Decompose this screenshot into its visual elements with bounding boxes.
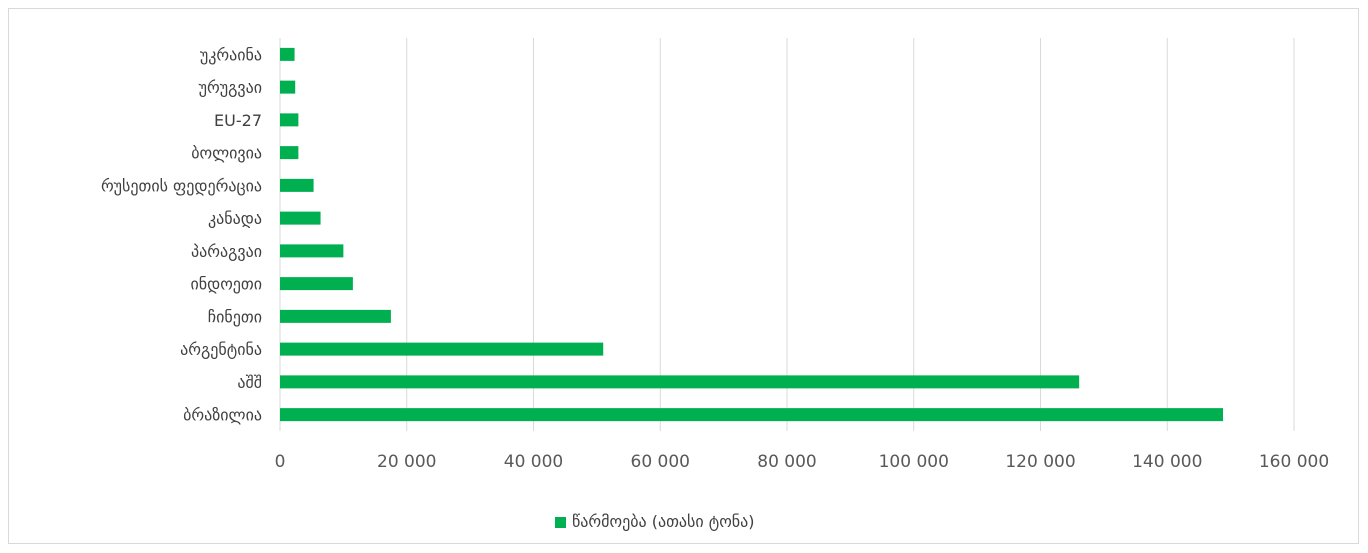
category-label: კანადა [208, 209, 262, 228]
category-label: არგენტინა [180, 340, 262, 359]
category-label: აშშ [237, 373, 262, 392]
x-tick-label: 0 [275, 452, 286, 472]
bar [280, 211, 321, 225]
legend: წარმოება (ათასი ტონა) [555, 512, 755, 531]
bar-chart: ბრაზილია აშშ არგენტინა ჩინეთი ინდოეთი პარაგვა… [101, 38, 1330, 531]
x-tick-label: 160 000 [1259, 452, 1329, 472]
bar [280, 146, 299, 160]
bar [280, 342, 604, 356]
category-label: უკრაინა [200, 45, 262, 64]
category-label: ჩინეთი [208, 307, 262, 326]
bar [280, 178, 314, 192]
category-label: EU-27 [214, 111, 262, 130]
category-label: ბოლივია [191, 144, 262, 163]
chart-area: ბრაზილია აშშ არგენტინა ჩინეთი ინდოეთი პარაგვა… [8, 8, 1359, 544]
x-tick-label: 120 000 [1005, 452, 1075, 472]
bars [280, 47, 1224, 422]
category-label: რუსეთის ფედერაცია [101, 176, 262, 195]
category-label: ურუგვაი [199, 78, 262, 97]
category-axis: ბრაზილია აშშ არგენტინა ჩინეთი ინდოეთი პარაგვა… [101, 45, 262, 424]
bar [280, 277, 353, 291]
x-tick-label: 100 000 [879, 452, 949, 472]
x-tick-label: 140 000 [1132, 452, 1202, 472]
bar [280, 113, 299, 127]
legend-label: წარმოება (ათასი ტონა) [572, 512, 755, 531]
category-label: პარაგვაი [191, 242, 262, 261]
category-label: ბრაზილია [183, 406, 262, 425]
category-label: ინდოეთი [190, 275, 262, 294]
legend-swatch [555, 517, 566, 528]
x-tick-label: 60 000 [631, 452, 690, 472]
bar [280, 408, 1224, 422]
bar [280, 244, 344, 258]
x-tick-label: 20 000 [377, 452, 436, 472]
x-tick-label: 40 000 [504, 452, 563, 472]
gridlines [279, 38, 1295, 431]
bar [280, 80, 296, 94]
x-tick-label: 80 000 [757, 452, 816, 472]
bar [280, 375, 1080, 389]
bar [280, 309, 391, 323]
bar [280, 47, 295, 61]
value-axis: 0 20 000 40 000 60 000 80 000 100 000 120 000 1… [275, 452, 1330, 472]
